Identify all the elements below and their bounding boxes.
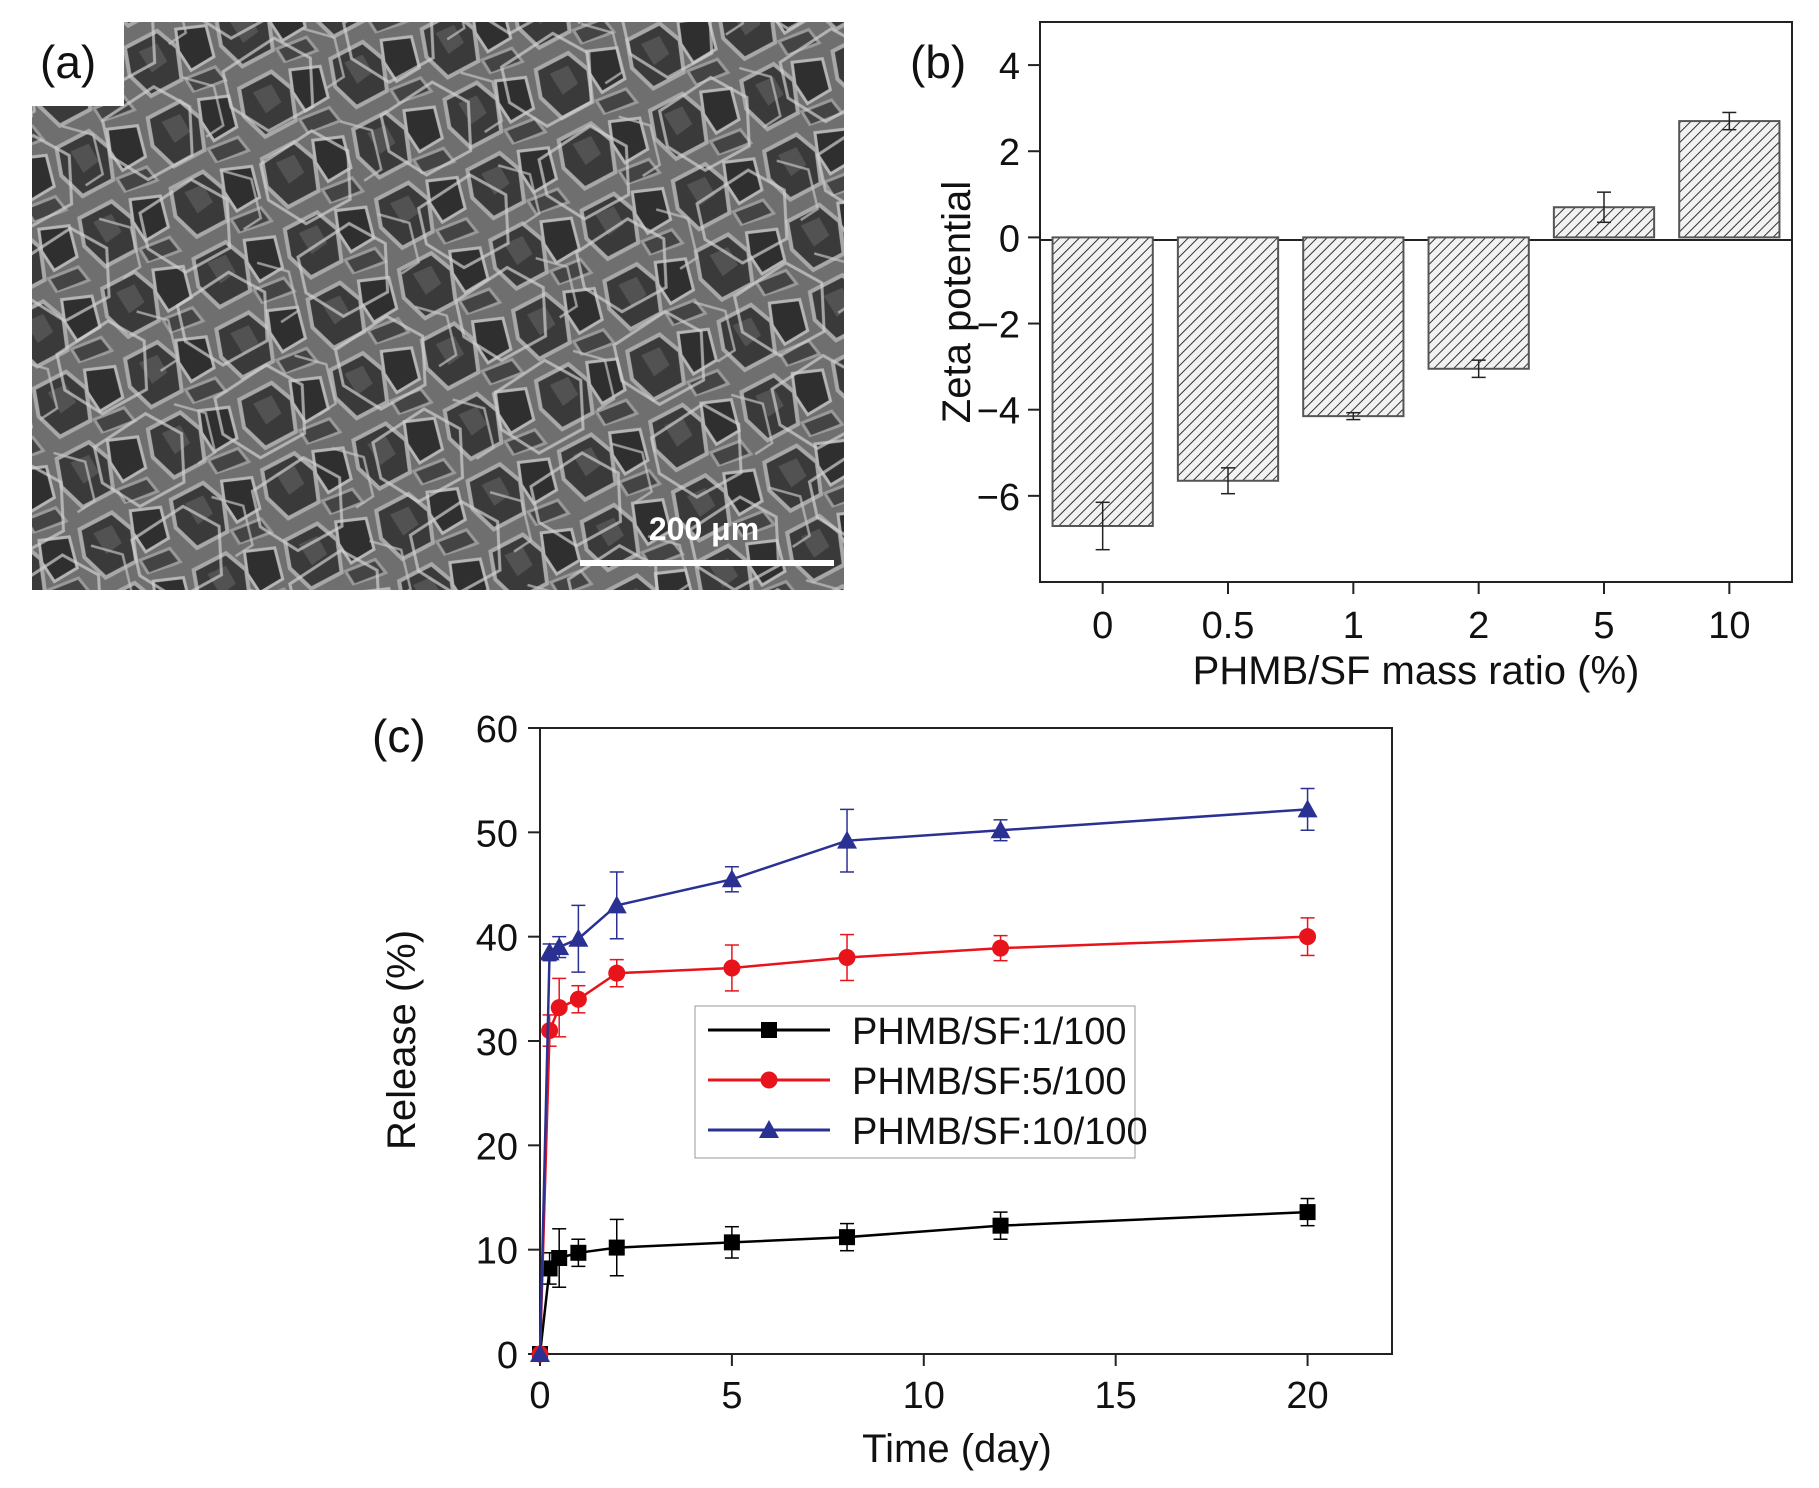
x-tick-label-c: 20	[1286, 1375, 1328, 1417]
data-point	[1299, 1204, 1316, 1221]
series-square	[532, 1197, 1316, 1362]
x-tick-label-b: 0	[1092, 605, 1113, 647]
x-tick-label-b: 0.5	[1202, 605, 1255, 647]
data-point	[1297, 799, 1318, 818]
y-tick-label-b: 2	[999, 132, 1020, 174]
data-point	[606, 895, 627, 914]
data-point	[723, 1234, 740, 1251]
x-tick-label-b: 1	[1343, 605, 1364, 647]
legend-label: PHMB/SF:10/100	[852, 1111, 1148, 1153]
y-tick-label-b: −2	[977, 305, 1020, 347]
data-point	[759, 1120, 779, 1138]
data-point	[992, 1217, 1009, 1234]
data-point	[839, 1229, 856, 1246]
legend-label: PHMB/SF:5/100	[852, 1061, 1127, 1103]
y-tick-label-c: 60	[476, 709, 518, 751]
bar	[1176, 236, 1280, 482]
series-triangle	[530, 787, 1318, 1362]
x-axis-b: 0 0.5 1 2 5 10	[1092, 582, 1750, 647]
y-axis-c: 0 10 20 30 40 50 60	[476, 709, 540, 1377]
y-axis-title-b: Zeta potential	[935, 181, 979, 423]
x-tick-label-c: 0	[529, 1375, 550, 1417]
series-line	[538, 1210, 1308, 1355]
bar	[1678, 120, 1781, 239]
y-tick-label-c: 10	[476, 1231, 518, 1273]
legend-label: PHMB/SF:1/100	[852, 1011, 1127, 1053]
y-tick-label-b: −6	[977, 477, 1020, 519]
data-point	[530, 1344, 550, 1362]
data-point	[721, 869, 742, 888]
scale-bar-label: 200 μm	[649, 511, 759, 547]
y-axis-title-c: Release (%)	[380, 930, 424, 1150]
data-point	[723, 959, 741, 977]
x-tick-label-b: 10	[1708, 605, 1750, 647]
y-axis-b: −6 −4 −2 0 2 4	[977, 46, 1040, 519]
data-point	[990, 820, 1011, 839]
y-tick-label-c: 40	[476, 918, 518, 960]
bars-b	[1051, 111, 1781, 551]
data-point	[608, 964, 626, 982]
panel-a-label: (a)	[40, 36, 96, 88]
data-point	[761, 1022, 777, 1038]
zeta-bar-chart: (b) −6 −4 −2 0 2 4 0 0.5 1 2 5 10 PHMB/SF mass rat…	[910, 21, 1793, 693]
y-tick-label-c: 30	[476, 1022, 518, 1064]
series-circle	[531, 917, 1317, 1363]
data-point	[549, 937, 570, 956]
x-tick-label-c: 10	[903, 1375, 945, 1417]
panel-a-label-bg	[32, 22, 124, 106]
x-axis-title-c: Time (day)	[862, 1427, 1052, 1471]
data-point	[550, 999, 568, 1017]
data-point	[1299, 928, 1317, 946]
y-tick-label-b: 0	[999, 218, 1020, 260]
data-point	[551, 1250, 568, 1267]
panel-b-label: (b)	[910, 36, 966, 88]
x-tick-label-c: 15	[1095, 1375, 1137, 1417]
x-tick-label-b: 5	[1593, 605, 1614, 647]
bar	[1302, 236, 1405, 418]
y-tick-label-b: 4	[999, 46, 1020, 88]
data-point	[570, 1244, 587, 1261]
y-tick-label-c: 0	[497, 1335, 518, 1377]
y-tick-label-c: 20	[476, 1126, 518, 1168]
x-axis-title-b: PHMB/SF mass ratio (%)	[1193, 649, 1640, 693]
data-point	[568, 928, 589, 947]
data-point	[541, 1022, 559, 1040]
data-point	[837, 830, 858, 849]
x-axis-c: 0 5 10 15 20	[529, 1354, 1329, 1417]
bar	[1051, 236, 1154, 527]
data-point	[608, 1239, 625, 1256]
data-point	[569, 990, 587, 1008]
y-tick-label-c: 50	[476, 813, 518, 855]
legend-c: PHMB/SF:1/100 PHMB/SF:5/100 PHMB/SF:10/100	[694, 1005, 1148, 1159]
y-tick-label-b: −4	[977, 391, 1020, 433]
x-tick-label-c: 5	[721, 1375, 742, 1417]
micrograph-texture	[32, 22, 844, 590]
bar	[1427, 236, 1530, 370]
data-point	[760, 1071, 778, 1089]
plot-frame-b	[1039, 21, 1793, 583]
x-tick-label-b: 2	[1468, 605, 1489, 647]
micrograph-panel: (a) 200 μm	[32, 22, 844, 590]
data-point	[992, 939, 1010, 957]
data-point	[838, 949, 856, 967]
data-point	[539, 942, 560, 961]
series-c	[530, 787, 1318, 1363]
release-line-chart: (c) 0 10 20 30 40 50 60 0 5 10 15 20 PHMB/SF:1/100…	[372, 709, 1393, 1471]
panel-c-label: (c)	[372, 710, 426, 762]
